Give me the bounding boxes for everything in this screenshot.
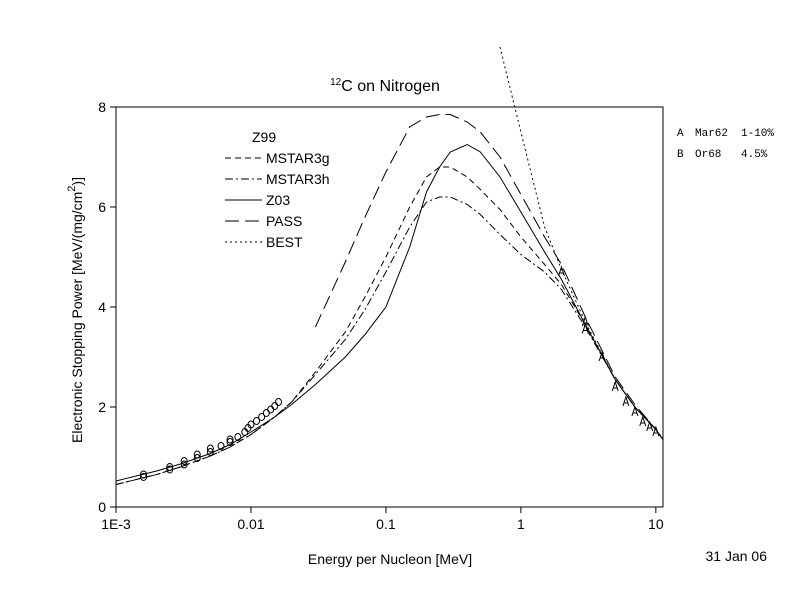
data-point [247, 420, 255, 429]
dataset-symbol: A [677, 128, 684, 140]
title-text: C on Nitrogen [341, 78, 440, 95]
x-tick-label: 1E-3 [101, 516, 131, 532]
data-point [140, 473, 148, 481]
y-tick-label: 8 [98, 99, 106, 115]
y-tick-label: 4 [98, 299, 106, 315]
dataset-note: 1-10% [741, 128, 774, 140]
data-point [206, 448, 214, 456]
data-point [631, 405, 639, 417]
y-tick-label: 0 [98, 499, 106, 515]
data-point [140, 470, 148, 479]
data-point [193, 454, 201, 462]
series-line [115, 166, 664, 485]
dataset-symbol: B [677, 149, 684, 161]
legend-label: BEST [266, 234, 303, 250]
data-point [275, 398, 283, 406]
data-point [217, 442, 225, 450]
data-point [258, 413, 266, 421]
y-label-end: )] [69, 177, 85, 186]
legend-label: MSTAR3g [266, 150, 330, 166]
data-point [262, 409, 270, 417]
data-point [652, 425, 660, 437]
data-point [622, 395, 630, 407]
legend-label: MSTAR3h [266, 171, 330, 187]
legend-title: Z99 [252, 129, 276, 145]
x-tick-label: 10 [648, 516, 664, 532]
date: 31 Jan 06 [706, 548, 768, 564]
series-line [499, 46, 664, 440]
data-point [253, 417, 261, 425]
data-point [226, 435, 234, 444]
data-point [271, 402, 279, 410]
data-point [639, 415, 647, 427]
x-axis-label: Energy per Nucleon [MeV] [308, 551, 472, 567]
y-tick-label: 2 [98, 399, 106, 415]
data-point [206, 444, 214, 453]
data-point [611, 380, 619, 392]
dataset-name: Mar62 [695, 128, 728, 140]
y-label-superscript: 2 [66, 186, 78, 192]
data-point [226, 438, 234, 446]
y-axis-label: Electronic Stopping Power [MeV/(mg/cm2)] [66, 177, 85, 443]
data-point [646, 420, 654, 432]
chart-title: 12C on Nitrogen [330, 77, 440, 95]
dataset-note: 4.5% [741, 149, 768, 161]
data-point [193, 450, 201, 459]
x-tick-label: 1 [517, 516, 525, 532]
data-point [180, 460, 188, 469]
data-point [598, 350, 606, 362]
legend-label: Z03 [266, 192, 290, 208]
legend-label: PASS [266, 213, 302, 229]
data-point [234, 433, 242, 441]
dataset-name: Or68 [695, 149, 721, 161]
x-tick-label: 0.1 [376, 516, 396, 532]
y-tick-label: 6 [98, 199, 106, 215]
data-point [166, 465, 174, 474]
data-point [558, 265, 565, 277]
x-tick-label: 0.01 [237, 516, 264, 532]
data-point [180, 457, 188, 465]
y-label-text: Electronic Stopping Power [MeV/(mg/cm [69, 192, 85, 443]
series-line [115, 196, 664, 485]
data-point [581, 322, 589, 334]
data-point [166, 463, 174, 471]
series-line [115, 143, 664, 482]
series-line [314, 114, 664, 440]
title-superscript: 12 [330, 77, 342, 88]
